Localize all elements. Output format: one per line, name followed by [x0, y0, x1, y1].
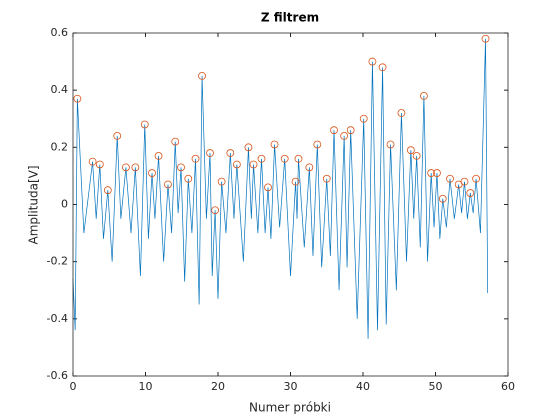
peak-marker — [154, 152, 163, 160]
peak-marker — [270, 140, 279, 149]
peak-marker — [438, 194, 447, 203]
peak-marker — [131, 163, 140, 172]
peak-marker — [206, 149, 214, 157]
peak-marker — [184, 174, 193, 183]
peak-marker — [419, 91, 428, 100]
x-tick-label: 50 — [429, 380, 443, 393]
peak-marker — [427, 169, 436, 177]
signal-line — [72, 38, 489, 339]
peak-marker — [122, 163, 130, 172]
peak-marker — [264, 183, 272, 192]
peak-marker — [217, 177, 226, 186]
peak-marker — [291, 177, 300, 186]
peak-marker — [412, 152, 421, 160]
peak-marker — [73, 94, 82, 103]
peak-marker — [359, 114, 368, 123]
peak-marker — [433, 169, 441, 177]
peak-marker — [406, 146, 415, 155]
peak-marker — [164, 180, 172, 189]
peak-marker — [113, 131, 122, 140]
peak-marker — [322, 174, 331, 183]
peak-marker — [294, 154, 303, 163]
chart-title: Z filtrem — [261, 11, 319, 25]
x-tick-label: 60 — [501, 380, 515, 393]
x-tick-label: 40 — [356, 380, 370, 393]
peak-marker — [481, 34, 490, 43]
peak-marker — [460, 177, 469, 186]
y-tick-label: 0 — [61, 198, 68, 211]
y-tick-label: -0.2 — [47, 255, 68, 268]
peak-marker — [305, 163, 314, 172]
peak-marker — [88, 157, 97, 166]
peak-marker — [340, 131, 349, 140]
peak-marker — [466, 189, 475, 197]
peak-marker — [446, 174, 454, 183]
y-tick-label: -0.6 — [47, 369, 68, 382]
peak-marker — [198, 71, 206, 80]
peak-marker — [244, 143, 253, 152]
y-axis-label: Amplituda[V] — [27, 165, 41, 244]
peak-marker — [211, 206, 220, 215]
peak-marker — [368, 57, 377, 66]
peak-marker — [191, 154, 200, 163]
plot-area — [73, 33, 508, 376]
x-axis-label: Numer próbki — [249, 401, 331, 415]
y-tick-label: 0.6 — [51, 26, 69, 39]
peak-marker — [140, 120, 149, 129]
peak-marker — [346, 126, 355, 135]
peak-marker — [257, 154, 266, 163]
y-tick-label: 0.4 — [51, 83, 69, 96]
x-tick-label: 0 — [70, 380, 77, 393]
y-tick-label: -0.4 — [47, 312, 68, 325]
peak-marker — [177, 163, 185, 172]
peak-marker — [472, 174, 481, 183]
x-tick-label: 20 — [211, 380, 225, 393]
peak-marker — [280, 154, 289, 163]
peak-marker — [226, 149, 235, 157]
peak-marker — [330, 126, 338, 135]
peak-marker — [249, 160, 258, 169]
peak-marker — [95, 160, 104, 169]
peak-marker — [397, 109, 406, 117]
peak-marker — [232, 160, 241, 169]
y-tick-label: 0.2 — [51, 140, 69, 153]
axes-box — [72, 32, 509, 377]
peak-marker — [386, 140, 395, 149]
peak-marker — [103, 186, 112, 195]
peak-marker — [171, 137, 180, 146]
peak-marker — [313, 140, 322, 149]
peak-marker — [378, 63, 387, 72]
peak-marker — [148, 169, 156, 177]
x-tick-label: 30 — [284, 380, 298, 393]
x-tick-label: 10 — [139, 380, 153, 393]
